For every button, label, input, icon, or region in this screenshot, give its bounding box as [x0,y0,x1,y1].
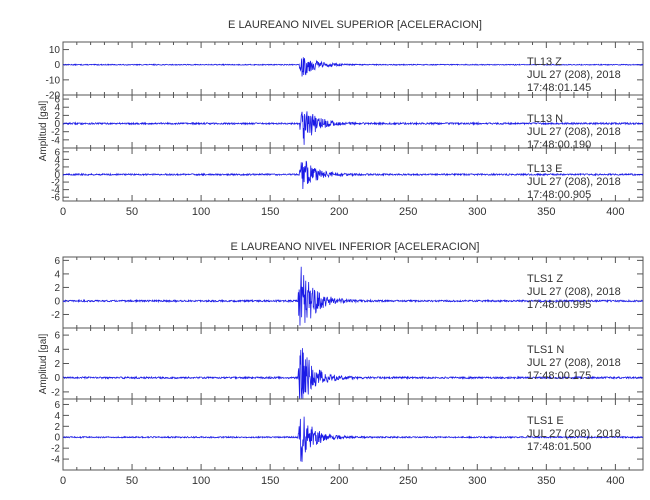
x-tick-label: 250 [399,475,417,487]
waveform-trace [62,111,644,145]
date-label: JUL 27 (208), 2018 [527,428,621,440]
chart-superior: E LAUREANO NIVEL SUPERIOR [ACELERACION] … [38,19,644,218]
station-label: TLS1 E [527,415,564,427]
station-label: TL13 N [527,113,563,125]
y-tick-label: -2 [51,178,60,189]
time-label: 17:48:00.175 [527,370,591,382]
x-tick-label: 50 [126,206,138,218]
x-tick-label: 400 [606,475,624,487]
y-tick-label: 6 [54,400,60,411]
x-tick-label: 50 [126,475,138,487]
y-tick-label: 0 [54,433,60,444]
waveform-trace [62,416,644,462]
y-tick-label: 4 [54,103,60,114]
y-tick-label: -10 [46,75,61,86]
station-label: TL13 Z [527,56,562,68]
date-label: JUL 27 (208), 2018 [527,176,621,188]
x-tick-label: 0 [60,206,66,218]
chart-inferior: E LAUREANO NIVEL INFERIOR [ACELERACION] … [38,241,644,487]
chart-title: E LAUREANO NIVEL INFERIOR [ACELERACION] [231,241,480,253]
x-tick-label: 400 [606,206,624,218]
date-label: JUL 27 (208), 2018 [527,126,621,138]
date-label: JUL 27 (208), 2018 [527,69,621,81]
waveform-trace [62,348,644,399]
y-tick-label: -20 [46,91,61,102]
y-tick-label: 4 [54,345,60,356]
y-tick-label: 2 [54,283,60,294]
time-label: 17:48:01.500 [527,441,591,453]
time-label: 17:48:00.995 [527,299,591,311]
y-tick-label: -4 [51,185,60,196]
y-axis-label: Amplitud [gal] [38,333,49,394]
y-tick-label: 0 [54,296,60,307]
y-tick-label: 0 [54,373,60,384]
date-label: JUL 27 (208), 2018 [527,357,621,369]
y-tick-label: -2 [51,310,60,321]
y-tick-label: -6 [51,193,60,204]
y-tick-label: 6 [54,95,60,106]
time-label: 17:48:00.190 [527,139,591,151]
y-tick-label: -2 [51,444,60,455]
y-tick-label: 0 [54,60,60,71]
y-axis-label: Amplitud [gal] [38,100,49,161]
x-tick-label: 250 [399,206,417,218]
station-label: TLS1 Z [527,273,563,285]
y-tick-label: -4 [51,455,60,466]
time-label: 17:48:01.145 [527,82,591,94]
x-tick-label: 300 [468,206,486,218]
y-tick-label: 2 [54,162,60,173]
y-tick-label: 6 [54,256,60,267]
y-tick-label: 0 [54,119,60,130]
x-tick-label: 150 [261,206,279,218]
y-tick-label: 2 [54,359,60,370]
x-tick-label: 350 [537,206,555,218]
y-tick-label: -2 [51,387,60,398]
waveform-trace [62,266,644,326]
y-tick-label: 4 [54,155,60,166]
y-tick-label: 4 [54,269,60,280]
x-tick-label: 200 [330,206,348,218]
date-label: JUL 27 (208), 2018 [527,286,621,298]
x-tick-label: 150 [261,475,279,487]
waveform-trace [62,57,644,77]
x-tick-label: 300 [468,475,486,487]
x-tick-label: 100 [192,206,210,218]
x-tick-label: 200 [330,475,348,487]
y-tick-label: 0 [54,170,60,181]
y-tick-label: 2 [54,111,60,122]
y-tick-label: 10 [49,45,61,56]
chart-title: E LAUREANO NIVEL SUPERIOR [ACELERACION] [228,19,482,31]
x-tick-label: 100 [192,475,210,487]
y-tick-label: -4 [51,135,60,146]
station-label: TLS1 N [527,344,564,356]
time-label: 17:48:00.905 [527,189,591,201]
y-tick-label: -2 [51,127,60,138]
x-tick-label: 0 [60,475,66,487]
y-tick-label: 6 [54,331,60,342]
y-tick-label: 2 [54,422,60,433]
y-tick-label: 4 [54,411,60,422]
waveform-trace [62,160,644,190]
x-tick-label: 350 [537,475,555,487]
station-label: TL13 E [527,163,562,175]
y-tick-label: 6 [54,147,60,158]
